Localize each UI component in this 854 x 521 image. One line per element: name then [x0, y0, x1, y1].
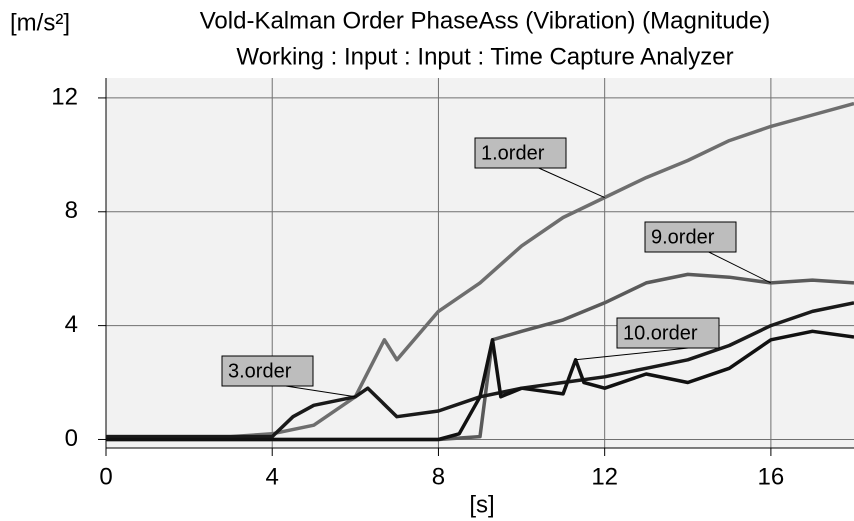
x-tick-label: 8: [432, 463, 445, 490]
y-tick-label: 8: [65, 197, 78, 224]
legend-box: [221, 355, 314, 387]
x-axis-label: [s]: [469, 491, 494, 518]
legend-label: 1.order: [481, 142, 545, 164]
series-line: [106, 301, 854, 439]
leader-line: [708, 251, 772, 284]
leader-line: [538, 167, 605, 198]
legend-label: 3.order: [228, 360, 292, 382]
x-tick-label: 16: [758, 463, 785, 490]
y-axis-label: [m/s²]: [10, 9, 70, 36]
chart-title: Vold-Kalman Order PhaseAss (Vibration) (…: [200, 7, 771, 34]
x-tick-label: 4: [266, 463, 279, 490]
y-tick-label: 12: [51, 83, 78, 110]
leader-line: [575, 347, 689, 361]
legend-box: [616, 317, 720, 349]
chart-subtitle: Working : Input : Input : Time Capture A…: [236, 43, 733, 70]
y-tick-label: 4: [65, 311, 78, 338]
legend-label: 10.order: [623, 322, 698, 344]
leader-line: [285, 385, 356, 398]
x-tick-label: 0: [99, 463, 112, 490]
x-tick-label: 12: [591, 463, 618, 490]
legend-label: 9.order: [651, 226, 715, 248]
legend-box: [474, 137, 567, 169]
series-line: [106, 329, 854, 442]
legend-box: [644, 221, 737, 253]
y-tick-label: 0: [65, 425, 78, 452]
